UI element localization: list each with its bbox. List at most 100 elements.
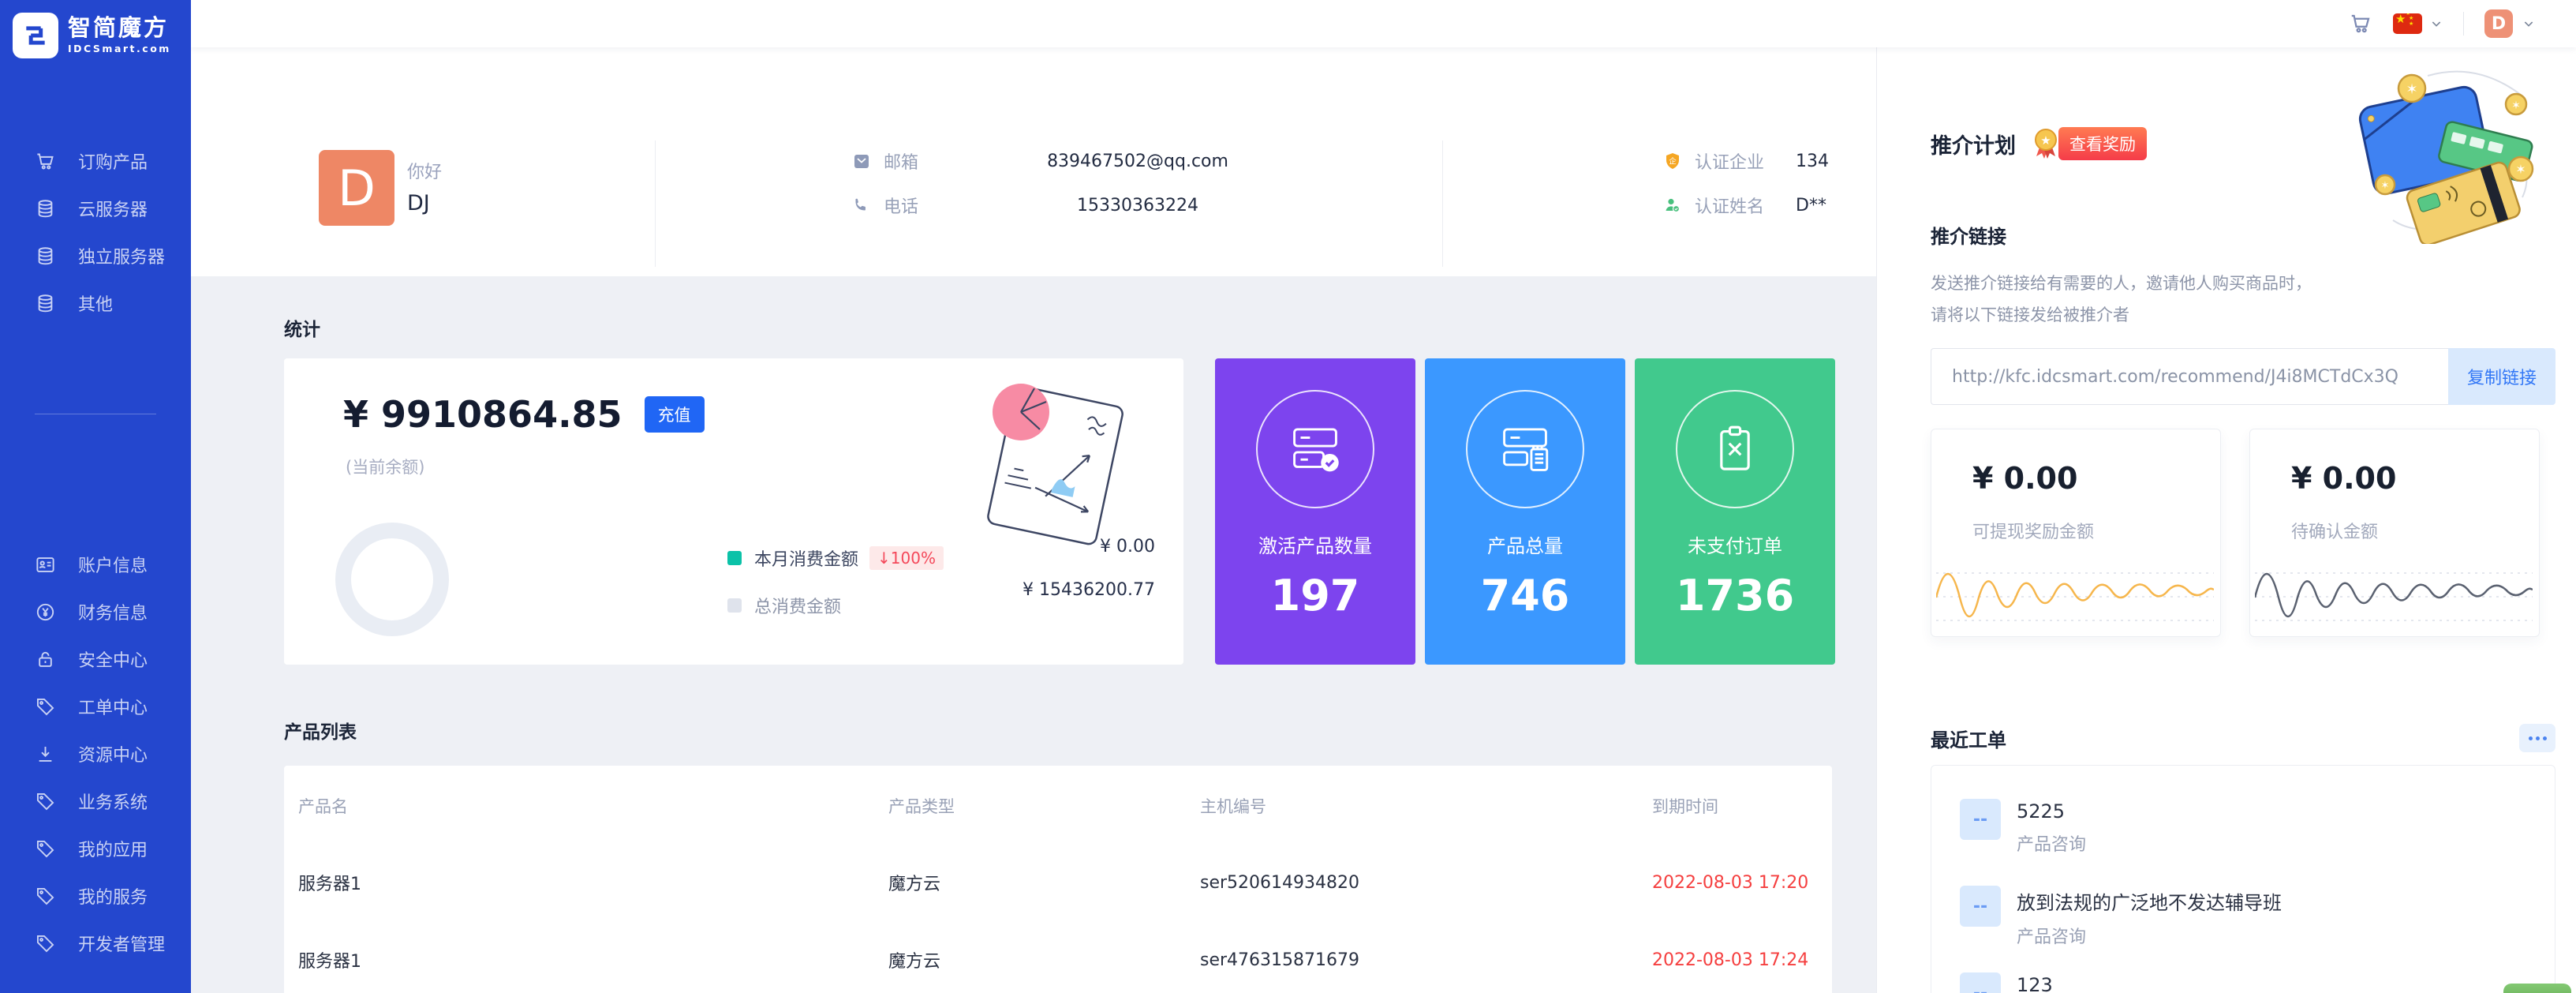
main-content: D 你好 DJ 邮箱 839467502@qq.com 电话 153303632… [191, 47, 1876, 993]
trend-down-badge: ↓100% [869, 546, 944, 570]
legend-total-row: 总消费金额 [727, 594, 944, 617]
sidebar-item-label: 我的应用 [78, 841, 148, 860]
sidebar-item-label: 安全中心 [78, 651, 148, 671]
total-products-card[interactable]: 产品总量 746 [1425, 358, 1625, 665]
sidebar-menu-bottom: 账户信息 财务信息 安全中心 工单中心 资源中心 业务系统 [0, 541, 191, 967]
company-value: 134 [1796, 151, 1830, 171]
cart-button[interactable] [2349, 12, 2372, 36]
lock-icon [39, 651, 52, 667]
card-label: 未支付订单 [1688, 535, 1782, 557]
tickets-title: 最近工单 [1931, 729, 2006, 751]
brand-subtitle: IDCSmart.com [68, 43, 171, 55]
list-item[interactable]: -- 123 [1960, 972, 2531, 993]
cell-product-type: 魔方云 [888, 875, 941, 894]
server-icon [38, 246, 53, 264]
ellipsis-icon [2528, 736, 2533, 740]
referral-title-row: 推介计划 ★ 查看奖励 [1931, 126, 2548, 161]
card-value: 746 [1480, 571, 1570, 620]
brand-logo[interactable]: 智简魔方 IDCSmart.com [0, 0, 191, 58]
certified-name-row: 认证姓名 D** [1663, 193, 1826, 218]
brand-title: 智简魔方 [68, 14, 170, 42]
email-value: 839467502@qq.com [1047, 151, 1228, 171]
balance-note: (当前余额) [346, 458, 425, 477]
svg-text:✶: ✶ [2406, 81, 2417, 98]
withdrawable-card: ¥ 0.00 可提现奖励金额 [1931, 429, 2221, 637]
tickets-header: 最近工单 [1931, 724, 2555, 752]
sidebar-item-cloud-servers[interactable]: 云服务器 [0, 185, 191, 232]
referral-title: 推介计划 [1931, 133, 2016, 159]
top-header: ★ ★ ★ ★ D [191, 0, 2576, 47]
referral-link-title: 推介链接 [1931, 226, 2006, 248]
server-icon [38, 294, 53, 312]
col-expiry: 到期时间 [1652, 797, 1718, 816]
unpaid-orders-card[interactable]: 未支付订单 1736 [1635, 358, 1835, 665]
download-icon [39, 746, 52, 762]
referral-summary-cards: ¥ 0.00 可提现奖励金额 ¥ 0.00 待确认金额 [1931, 429, 2548, 637]
referral-link-input[interactable]: http://kfc.idcsmart.com/recommend/J4i8MC… [1931, 348, 2448, 405]
ticket-icon: -- [1960, 972, 2001, 993]
copy-link-button[interactable]: 复制链接 [2448, 348, 2555, 405]
wallet-illustration: ✶ ✶ ✶ ✶ [2317, 58, 2546, 247]
list-item[interactable]: -- 放到法规的广泛地不发达辅导班 产品咨询 [1960, 886, 2531, 950]
greeting-text: 你好 [407, 163, 443, 182]
floating-chat-button[interactable] [2503, 984, 2571, 993]
sidebar-item-security-center[interactable]: 安全中心 [0, 635, 191, 683]
consumption-legend: 本月消费金额 ↓100% 总消费金额 [727, 546, 944, 617]
card-icon-ring [1466, 390, 1584, 508]
phone-value: 15330363224 [1077, 195, 1198, 215]
card-value: 197 [1270, 571, 1360, 620]
sidebar-item-label: 我的服务 [78, 888, 148, 908]
tag-icon [36, 793, 54, 810]
profile-divider [1442, 141, 1443, 267]
sidebar-item-others[interactable]: 其他 [0, 279, 191, 327]
language-switcher[interactable]: ★ ★ ★ ★ [2393, 13, 2443, 34]
user-menu[interactable]: D [2484, 9, 2535, 38]
ticket-icon: -- [1960, 799, 2001, 840]
list-item[interactable]: -- 5225 产品咨询 [1960, 799, 2531, 864]
col-host-id: 主机编号 [1200, 797, 1266, 816]
cell-expiry: 2022-08-03 17:20 [1652, 872, 1809, 893]
total-products-icon [1503, 428, 1549, 471]
referral-panel: ✶ ✶ ✶ ✶ 推介计划 ★ 查看奖励 推介链接 发送推介链接给有需要的人，邀请… [1876, 47, 2576, 993]
cell-host-id: ser476315871679 [1200, 950, 1360, 970]
sidebar-item-label: 云服务器 [78, 200, 148, 220]
balance-card: ¥ 9910864.85 充值 (当前余额) 本月消费金额 ↓100% [284, 358, 1183, 665]
sidebar-item-my-apps[interactable]: 我的应用 [0, 825, 191, 872]
sidebar-item-dedicated-servers[interactable]: 独立服务器 [0, 232, 191, 279]
sparkline-chart [2255, 572, 2533, 621]
sidebar-item-label: 账户信息 [78, 556, 148, 576]
main-scroll-area: 统计 ¥ 9910864.85 充值 (当前余额) 本月消费金额 ↓100% [191, 314, 1876, 993]
ticket-id: 5225 [2017, 800, 2066, 823]
more-options-button[interactable] [2519, 724, 2555, 752]
ticket-type: 产品咨询 [2017, 927, 2087, 947]
card-icon-ring [1676, 390, 1794, 508]
tag-icon [36, 887, 54, 905]
consumption-donut-chart [335, 523, 449, 636]
legend-month-row: 本月消费金额 ↓100% [727, 546, 944, 570]
sidebar-item-developer-management[interactable]: 开发者管理 [0, 920, 191, 967]
sidebar-item-resource-center[interactable]: 资源中心 [0, 730, 191, 778]
activated-products-card[interactable]: 激活产品数量 197 [1215, 358, 1415, 665]
card-label: 激活产品数量 [1258, 535, 1372, 557]
recharge-button[interactable]: 充值 [644, 396, 705, 433]
svg-text:★: ★ [2040, 133, 2051, 148]
referral-description-line1: 发送推介链接给有需要的人，邀请他人购买商品时， [1931, 274, 2312, 293]
sidebar-item-finance-info[interactable]: 财务信息 [0, 588, 191, 635]
sidebar-item-account-info[interactable]: 账户信息 [0, 541, 191, 588]
sidebar-item-label: 其他 [78, 295, 114, 315]
sidebar-item-business-system[interactable]: 业务系统 [0, 778, 191, 825]
cart-icon [37, 153, 54, 169]
total-consumption-amount: ¥ 15436200.77 [1023, 580, 1155, 600]
table-row[interactable]: 服务器1 魔方云 ser476315871679 2022-08-03 17:2… [298, 947, 1818, 972]
sidebar-item-label: 独立服务器 [78, 248, 166, 268]
cell-product-type: 魔方云 [888, 952, 941, 972]
legend-month-label: 本月消费金额 [754, 550, 859, 570]
pending-label: 待确认金额 [2291, 523, 2379, 542]
phone-row: 电话 15330363224 [852, 193, 1357, 218]
sidebar-item-my-services[interactable]: 我的服务 [0, 872, 191, 920]
sidebar-item-order-products[interactable]: 订购产品 [0, 137, 191, 185]
sidebar-item-ticket-center[interactable]: 工单中心 [0, 683, 191, 730]
table-row[interactable]: 服务器1 魔方云 ser520614934820 2022-08-03 17:2… [298, 870, 1818, 895]
view-rewards-badge[interactable]: 查看奖励 [2058, 127, 2147, 160]
company-badge-icon: 企 [1663, 151, 1684, 171]
